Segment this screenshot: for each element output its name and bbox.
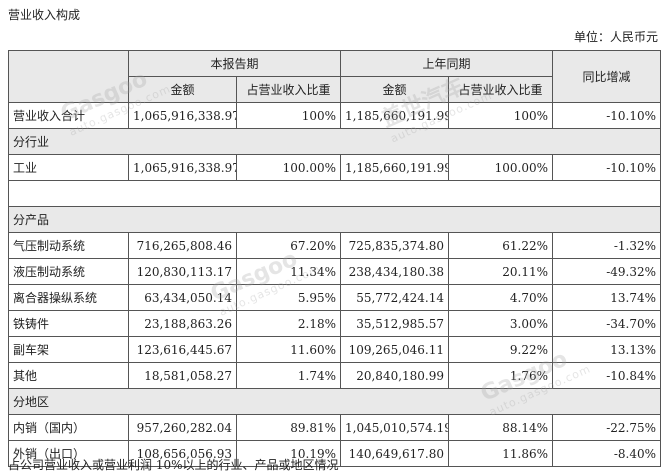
table-row: 液压制动系统 120,830,113.17 11.34% 238,434,180… xyxy=(8,258,662,285)
prev-amount: 140,649,617.80 xyxy=(340,440,450,467)
cur-amount: 18,581,058.27 xyxy=(128,362,237,389)
header-cur-share: 占营业收入比重 xyxy=(235,76,342,103)
section-title: 分地区 xyxy=(7,388,662,415)
table-row: 铁铸件 23,188,863.26 2.18% 35,512,985.57 3.… xyxy=(8,310,662,337)
table-row: 工业 1,065,916,338.97 100.00% 1,185,660,19… xyxy=(8,154,662,181)
change: 13.13% xyxy=(552,336,662,363)
footer-note: 占公司营业收入或营业利润 10%以上的行业、产品或地区情况 xyxy=(8,458,339,472)
header-blank xyxy=(8,50,129,103)
prev-share: 3.00% xyxy=(448,310,554,337)
prev-share: 11.86% xyxy=(448,440,554,467)
section-title: 分行业 xyxy=(7,128,662,155)
row-label: 铁铸件 xyxy=(8,310,129,337)
change: -1.32% xyxy=(552,232,662,259)
prev-share: 61.22% xyxy=(448,232,554,259)
section-industry: 分行业 xyxy=(7,128,662,155)
cur-amount: 1,065,916,338.97 xyxy=(128,154,237,181)
row-label: 离合器操纵系统 xyxy=(8,284,129,311)
prev-share: 88.14% xyxy=(448,414,554,441)
header-row-top: 本报告期 上年同期 同比增减 xyxy=(8,50,662,103)
row-label: 副车架 xyxy=(8,336,129,363)
row-label: 其他 xyxy=(8,362,129,389)
total-label: 营业收入合计 xyxy=(8,102,129,129)
prev-amount: 35,512,985.57 xyxy=(340,310,450,337)
section-title: 分产品 xyxy=(7,206,662,233)
spacer-row xyxy=(7,180,662,207)
section-product: 分产品 xyxy=(7,206,662,233)
prev-share: 9.22% xyxy=(448,336,554,363)
change: -22.75% xyxy=(552,414,662,441)
prev-share: 100.00% xyxy=(448,154,554,181)
revenue-table: 本报告期 上年同期 同比增减 金额 占营业收入比重 金额 占营业收入比重 营业收… xyxy=(7,50,662,467)
cur-share: 5.95% xyxy=(235,284,342,311)
change: -10.84% xyxy=(552,362,662,389)
header-current-period: 本报告期 xyxy=(127,50,342,77)
header-row-sub: 金额 占营业收入比重 金额 占营业收入比重 xyxy=(9,76,661,103)
cur-share: 89.81% xyxy=(235,414,342,441)
table-row: 内销（国内） 957,260,282.04 89.81% 1,045,010,5… xyxy=(8,414,662,441)
cur-amount: 63,434,050.14 xyxy=(128,284,237,311)
table-row: 离合器操纵系统 63,434,050.14 5.95% 55,772,424.1… xyxy=(8,284,662,311)
cur-share: 67.20% xyxy=(235,232,342,259)
cur-amount: 108,656,056.93 xyxy=(128,440,237,467)
prev-amount: 20,840,180.99 xyxy=(340,362,450,389)
change: -49.32% xyxy=(552,258,662,285)
cur-amount: 957,260,282.04 xyxy=(128,414,237,441)
prev-share: 4.70% xyxy=(448,284,554,311)
cur-amount: 716,265,808.46 xyxy=(128,232,237,259)
total-prev-share: 100% xyxy=(448,102,554,129)
change: -34.70% xyxy=(552,310,662,337)
table-row: 外销（出口） 108,656,056.93 10.19% 140,649,617… xyxy=(8,440,662,467)
header-yoy-change: 同比增减 xyxy=(552,50,662,103)
total-prev-amount: 1,185,660,191.99 xyxy=(340,102,450,129)
prev-amount: 1,185,660,191.99 xyxy=(340,154,450,181)
cur-amount: 23,188,863.26 xyxy=(128,310,237,337)
cur-share: 1.74% xyxy=(235,362,342,389)
cur-share: 11.34% xyxy=(235,258,342,285)
cur-share: 11.60% xyxy=(235,336,342,363)
prev-share: 20.11% xyxy=(448,258,554,285)
cur-amount: 123,616,445.67 xyxy=(128,336,237,363)
row-label: 工业 xyxy=(8,154,129,181)
total-cur-share: 100% xyxy=(235,102,342,129)
total-cur-amount: 1,065,916,338.97 xyxy=(128,102,237,129)
section-region: 分地区 xyxy=(7,388,662,415)
total-change: -10.10% xyxy=(552,102,662,129)
total-row: 营业收入合计 1,065,916,338.97 100% 1,185,660,1… xyxy=(8,102,662,129)
cur-amount: 120,830,113.17 xyxy=(128,258,237,285)
table-row: 其他 18,581,058.27 1.74% 20,840,180.99 1.7… xyxy=(8,362,662,389)
prev-amount: 55,772,424.14 xyxy=(340,284,450,311)
change: 13.74% xyxy=(552,284,662,311)
row-label: 液压制动系统 xyxy=(8,258,129,285)
cur-share: 100.00% xyxy=(235,154,342,181)
prev-amount: 238,434,180.38 xyxy=(340,258,450,285)
change: -10.10% xyxy=(552,154,662,181)
document-title: 营业收入构成 xyxy=(8,8,81,22)
prev-amount: 725,835,374.80 xyxy=(340,232,450,259)
prev-amount: 109,265,046.11 xyxy=(340,336,450,363)
row-label: 气压制动系统 xyxy=(8,232,129,259)
header-cur-amount: 金额 xyxy=(128,76,237,103)
table-row: 气压制动系统 716,265,808.46 67.20% 725,835,374… xyxy=(8,232,662,259)
row-label: 外销（出口） xyxy=(8,440,129,467)
unit-label: 单位：人民币元 xyxy=(573,30,658,44)
header-prior-period: 上年同期 xyxy=(340,50,554,77)
prev-amount: 1,045,010,574.19 xyxy=(340,414,450,441)
header-prev-amount: 金额 xyxy=(340,76,450,103)
header-prev-share: 占营业收入比重 xyxy=(448,76,554,103)
prev-share: 1.76% xyxy=(448,362,554,389)
change: -8.40% xyxy=(552,440,662,467)
table-row: 副车架 123,616,445.67 11.60% 109,265,046.11… xyxy=(8,336,662,363)
cur-share: 2.18% xyxy=(235,310,342,337)
cur-share: 10.19% xyxy=(235,440,342,467)
row-label: 内销（国内） xyxy=(8,414,129,441)
